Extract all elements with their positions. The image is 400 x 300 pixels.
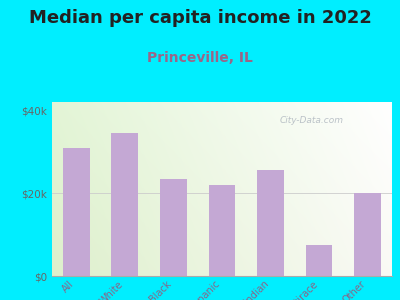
Bar bbox=[209, 185, 235, 276]
Bar bbox=[112, 133, 138, 276]
Text: Median per capita income in 2022: Median per capita income in 2022 bbox=[28, 9, 372, 27]
Bar bbox=[354, 193, 381, 276]
Bar bbox=[306, 245, 332, 276]
Bar bbox=[160, 178, 187, 276]
Bar bbox=[257, 170, 284, 276]
Text: Princeville, IL: Princeville, IL bbox=[147, 51, 253, 65]
Text: City-Data.com: City-Data.com bbox=[280, 116, 344, 125]
Bar bbox=[63, 148, 90, 276]
